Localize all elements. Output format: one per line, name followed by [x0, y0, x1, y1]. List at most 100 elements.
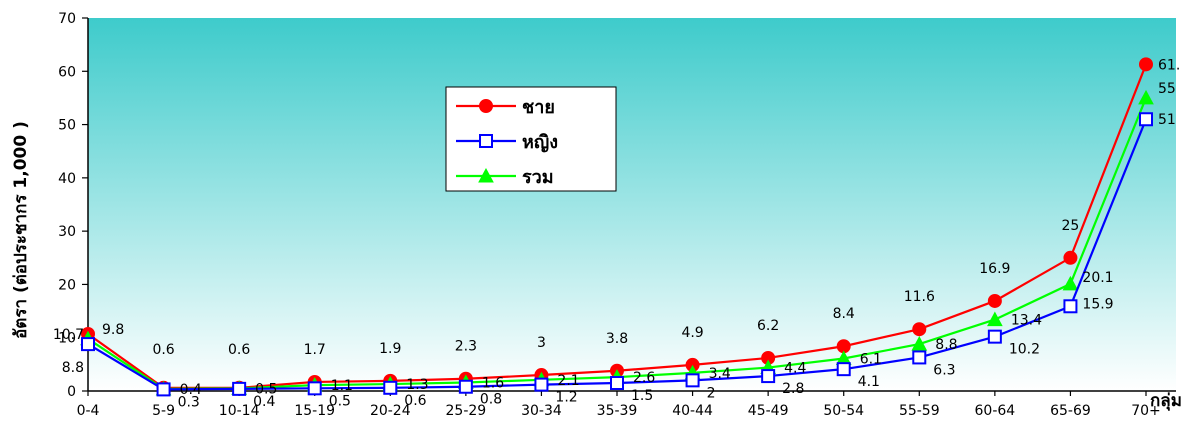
x-tick-label: 25-29 [446, 403, 487, 419]
data-label-male: 11.6 [904, 289, 935, 305]
data-label-total: 55 [1158, 81, 1176, 97]
series-marker-female [534, 377, 549, 392]
data-label-total: 2.6 [633, 370, 655, 386]
series-marker-female [987, 329, 1002, 344]
data-label-female: 10.2 [1009, 342, 1040, 358]
data-label-female: 1.5 [631, 388, 653, 404]
data-label-female: 0.8 [480, 392, 502, 408]
data-label-male: 1.9 [379, 341, 401, 357]
data-label-female: 2.8 [782, 381, 804, 397]
y-axis-label: อัตรา (ต่อประชากร 1,000 ) [11, 121, 31, 339]
x-tick-label: 35-39 [597, 403, 638, 419]
data-label-total: 3.4 [709, 366, 731, 382]
legend-box [445, 86, 617, 192]
data-label-total: 8.8 [935, 337, 957, 353]
y-tick-label: 30 [58, 224, 76, 240]
legend-swatch-marker-female [479, 134, 493, 148]
data-label-male: 10.7 [53, 327, 84, 343]
data-label-total: 1.1 [331, 378, 353, 394]
data-label-total: 6.1 [860, 351, 882, 367]
data-label-total: 0.5 [255, 381, 277, 397]
series-marker-total [911, 336, 928, 351]
legend-label-total: รวม [522, 167, 554, 188]
x-tick-label: 50-54 [823, 403, 864, 419]
data-label-total: 9.8 [102, 322, 124, 338]
series-marker-female [383, 380, 398, 395]
data-label-male: 8.4 [833, 306, 855, 322]
y-tick-label: 40 [58, 171, 76, 187]
legend-label-female: หญิง [522, 132, 558, 153]
series-marker-female [1063, 299, 1078, 314]
data-label-female: 2 [707, 385, 716, 401]
data-label-male: 0.6 [228, 342, 250, 358]
data-label-female: 6.3 [933, 362, 955, 378]
y-tick-label: 50 [58, 118, 76, 134]
legend-swatch-marker-male [479, 99, 493, 113]
data-label-female: 0.5 [329, 393, 351, 409]
x-tick-label: 30-34 [521, 403, 562, 419]
x-axis-label: กลุ่ม [1150, 391, 1182, 411]
data-label-male: 4.9 [681, 325, 703, 341]
series-marker-female [610, 376, 624, 391]
data-label-male: 6.2 [757, 318, 779, 334]
x-tick-label: 20-24 [370, 403, 411, 419]
x-tick-label: 15-19 [294, 403, 335, 419]
data-label-male: 3 [537, 335, 546, 351]
series-marker-female [761, 369, 776, 384]
series-marker-female [912, 350, 927, 365]
series-marker-total [1138, 89, 1154, 105]
series-marker-male [912, 322, 927, 337]
series-marker-female [458, 379, 473, 394]
y-tick-label: 0 [67, 384, 76, 400]
data-label-female: 0.6 [404, 393, 426, 409]
x-tick-label: 60-64 [975, 403, 1016, 419]
y-tick-label: 20 [58, 277, 76, 293]
data-label-female: 15.9 [1082, 296, 1113, 312]
series-marker-female [81, 337, 95, 352]
y-tick-label: 70 [58, 11, 76, 27]
series-marker-female [685, 373, 700, 388]
data-label-total: 1.6 [482, 375, 504, 391]
series-marker-male [987, 293, 1002, 308]
series-marker-male [1139, 57, 1153, 72]
y-tick-label: 60 [58, 64, 76, 80]
x-tick-label: 55-59 [899, 403, 940, 419]
x-tick-label: 10-14 [219, 403, 260, 419]
data-label-male: 0.6 [152, 342, 174, 358]
data-label-female: 4.1 [858, 374, 880, 390]
x-tick-label: 70+ [1131, 403, 1161, 419]
data-label-male: 16.9 [979, 261, 1010, 277]
series-marker-female [1139, 112, 1153, 127]
series-marker-male [1063, 250, 1078, 265]
data-label-female: 51 [1158, 112, 1176, 128]
series-marker-female [156, 382, 171, 397]
x-tick-label: 0-4 [77, 403, 100, 419]
data-label-male: 61. [1158, 57, 1180, 73]
data-label-total: 13.4 [1011, 313, 1042, 329]
legend-label-male: ชาย [522, 97, 555, 118]
x-tick-label: 45-49 [748, 403, 789, 419]
series-marker-female [307, 381, 322, 396]
x-tick-label: 5-9 [152, 403, 175, 419]
series-marker-total [1062, 275, 1079, 291]
data-label-female: 0.3 [178, 394, 200, 410]
series-marker-total [987, 311, 1003, 327]
data-label-male: 2.3 [455, 339, 477, 355]
data-label-total: 2.1 [557, 373, 579, 389]
x-tick-label: 40-44 [672, 403, 713, 419]
data-label-total: 0.4 [180, 382, 202, 398]
data-label-total: 1.3 [406, 377, 428, 393]
series-marker-female [836, 362, 851, 377]
data-label-female: 8.8 [62, 360, 84, 376]
legend-swatch-marker-total [478, 167, 494, 183]
y-tick-label: 10 [58, 331, 76, 347]
data-label-female: 1.2 [555, 390, 577, 406]
data-label-total: 20.1 [1082, 270, 1113, 286]
series-marker-female [232, 381, 247, 396]
plot-area [88, 18, 1176, 391]
data-label-female: 0.4 [253, 394, 275, 410]
x-tick-label: 65-69 [1050, 403, 1091, 419]
data-label-male: 25 [1062, 218, 1080, 234]
data-label-male: 1.7 [304, 342, 326, 358]
